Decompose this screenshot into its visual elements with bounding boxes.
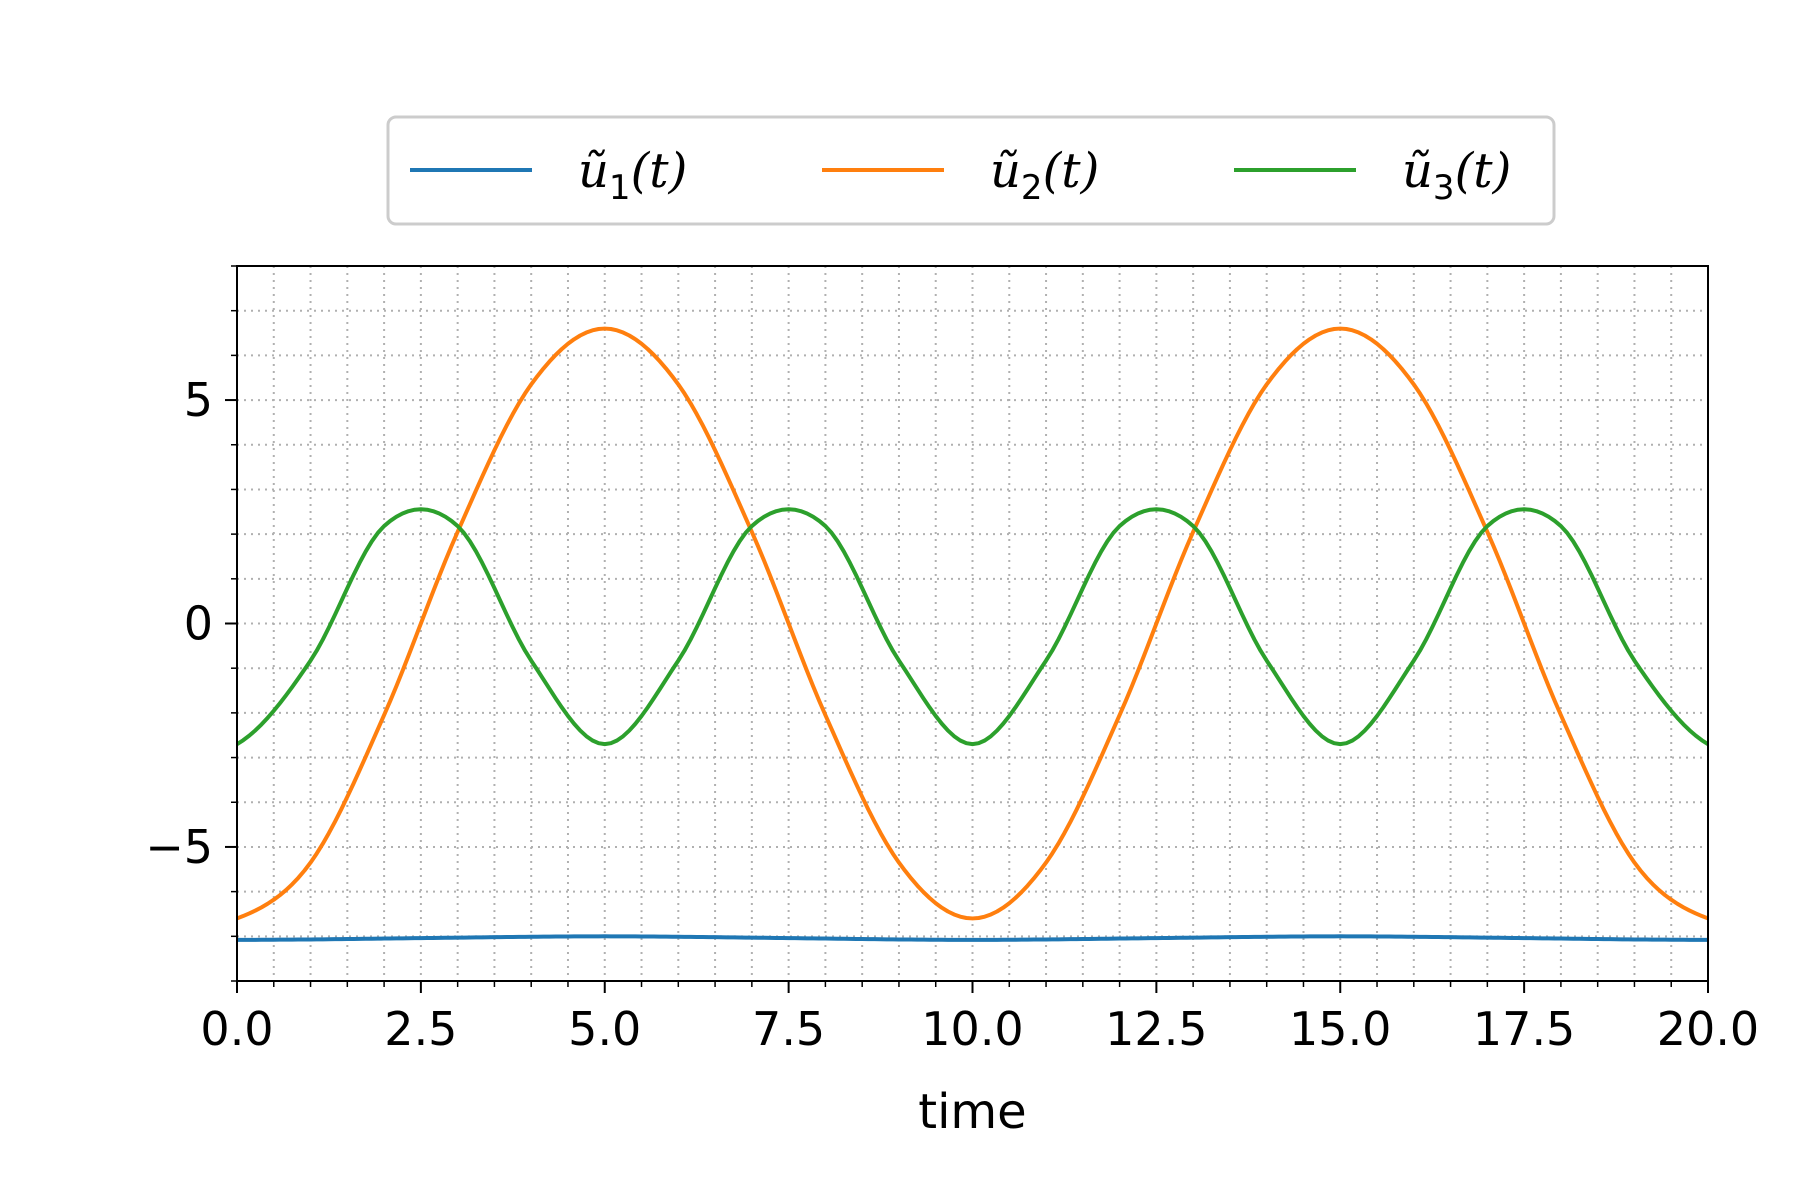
x-axis-label: time bbox=[918, 1084, 1026, 1140]
y-tick-label: 5 bbox=[184, 373, 213, 427]
axis-ticks: 0.0 2.5 5.0 7.5 10.0 12.5 15.0 17.5 20.0 −5 0 5 bbox=[145, 265, 1759, 1056]
legend: ũ1(t) ũ2(t) ũ3(t) bbox=[386, 115, 1556, 226]
x-tick-label: 7.5 bbox=[752, 1002, 825, 1056]
x-tick-label: 17.5 bbox=[1473, 1002, 1575, 1056]
legend-label-2: ũ2(t) bbox=[990, 143, 1099, 208]
x-tick-label: 15.0 bbox=[1289, 1002, 1391, 1056]
x-tick-label: 20.0 bbox=[1657, 1002, 1759, 1056]
x-tick-label: 5.0 bbox=[568, 1002, 641, 1056]
x-tick-label: 10.0 bbox=[921, 1002, 1023, 1056]
legend-label-1: ũ1(t) bbox=[578, 143, 687, 208]
legend-label-3: ũ3(t) bbox=[1402, 143, 1511, 208]
y-tick-label: −5 bbox=[145, 820, 213, 874]
x-tick-label: 0.0 bbox=[200, 1002, 273, 1056]
grid bbox=[237, 266, 1708, 981]
x-tick-label: 2.5 bbox=[384, 1002, 457, 1056]
legend-box bbox=[386, 115, 1556, 226]
series-line-2 bbox=[236, 326, 1709, 921]
series-line-3 bbox=[235, 507, 1710, 747]
y-tick-label: 0 bbox=[184, 597, 213, 651]
series-line-1 bbox=[236, 934, 1709, 942]
x-tick-label: 12.5 bbox=[1105, 1002, 1207, 1056]
series-lines bbox=[235, 326, 1710, 942]
